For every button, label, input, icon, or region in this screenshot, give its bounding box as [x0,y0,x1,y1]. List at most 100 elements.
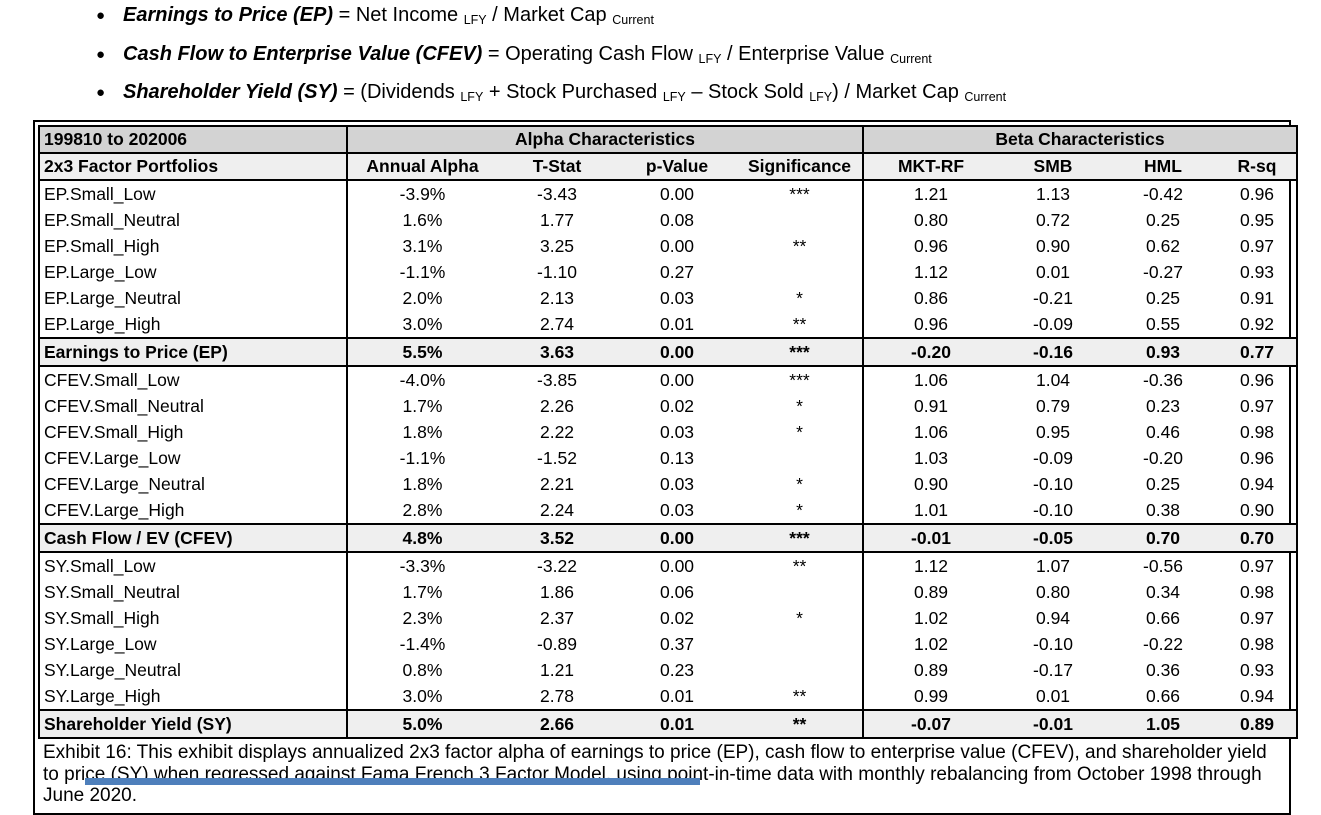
table-row: CFEV.Large_High 2.8% 2.24 0.03 * 1.01 -0.10 0.3… [39,497,1297,524]
column-header-cell: MKT-RF [863,153,998,181]
value-cell: 0.96 [1239,183,1275,204]
summary-value-cell: -0.01 [863,523,998,553]
bullet-dot: ● [96,45,106,63]
portfolio-name-cell: SY.Small_Low [39,552,348,579]
value-cell: 3.1% [402,235,443,256]
value-cell: -0.27 [1143,261,1183,282]
value-cell: 0.95 [1239,209,1275,230]
bullet-dot: ● [96,84,106,101]
table-row: EP.Small_High 3.1% 3.25 0.00 ** 0.96 0.90 0.62 0… [39,233,1297,259]
value-cell: 0.93 [1239,261,1275,282]
value-cell: -3.85 [537,369,577,390]
value-cell: 1.12 [913,261,949,282]
table-row: SY.Large_Low -1.4% -0.89 0.37 1.02 -0.10 -0.22… [39,631,1297,657]
portfolio-name-cell: SY.Large_High [39,683,348,710]
summary-row: Shareholder Yield (SY) 5.0% 2.66 0.01 ** -0.0… [39,709,1297,739]
value-cell: 0.96 [913,235,949,256]
value-cell: 0.94 [1239,685,1275,706]
value-cell: 2.78 [539,685,575,706]
value-cell: * [737,605,864,631]
value-cell: 2.74 [539,313,575,334]
value-cell: -0.21 [1033,287,1073,308]
column-header-cell: HML [1108,153,1218,181]
value-cell: -1.1% [399,447,446,468]
value-cell: 1.03 [913,447,949,468]
value-cell [737,631,864,657]
value-cell: 0.86 [913,287,949,308]
value-cell: -1.52 [537,447,577,468]
column-header-cell: R-sq [1218,153,1297,181]
formula-text: + Stock Purchased [483,81,663,103]
value-cell: 0.96 [1239,369,1275,390]
value-cell: 0.98 [1239,421,1275,442]
table-row: SY.Small_Low -3.3% -3.22 0.00 ** 1.12 1.07 -0.5… [39,552,1297,579]
formula-subscript: LFY [698,51,722,66]
value-cell: 1.21 [539,659,575,680]
portfolio-name-cell: EP.Small_High [39,233,348,259]
value-cell: 2.37 [539,607,575,628]
table-row: CFEV.Small_High 1.8% 2.22 0.03 * 1.06 0.95 0.46… [39,419,1297,445]
value-cell: 1.6% [402,209,443,230]
value-cell: 0.00 [659,183,695,204]
value-cell: 0.66 [1145,685,1181,706]
formula-text: = (Dividends [337,81,461,103]
formula-subscript: LFY [662,90,686,104]
formula-bullets: ● Earnings to Price (EP) = Net Income LFY… [96,3,1006,119]
table-row: SY.Large_High 3.0% 2.78 0.01 ** 0.99 0.01 0.66 0… [39,683,1297,710]
table-row: EP.Large_Neutral 2.0% 2.13 0.03 * 0.86 -0.21 0.… [39,285,1297,311]
portfolio-name-cell: SY.Small_Neutral [39,579,348,605]
table-row: EP.Large_Low -1.1% -1.10 0.27 1.12 0.01 -0.27 0… [39,259,1297,285]
value-cell: 0.95 [1035,421,1071,442]
value-cell: 0.62 [1145,235,1181,256]
value-cell: 0.03 [659,473,695,494]
value-cell: 0.00 [659,235,695,256]
summary-value-cell: 1.05 [1108,709,1218,739]
portfolio-name-cell: SY.Large_Low [39,631,348,657]
bullet-dot: ● [96,7,106,24]
value-cell: 0.00 [659,555,695,576]
portfolio-name-cell: EP.Small_Neutral [39,207,348,233]
portfolio-name-cell: CFEV.Small_High [39,419,348,445]
value-cell: -3.43 [537,183,577,204]
value-cell: 0.01 [659,313,695,334]
bullet-text: Cash Flow to Enterprise Value (CFEV) = O… [123,42,932,72]
value-cell: 0.25 [1145,209,1181,230]
value-cell: 0.89 [913,581,949,602]
value-cell: ** [737,552,864,579]
value-cell: 0.03 [659,421,695,442]
value-cell: -0.10 [1033,499,1073,520]
value-cell: 0.34 [1145,581,1181,602]
formula-text: = Operating Cash Flow [482,42,699,65]
portfolio-name-cell: EP.Small_Low [39,180,348,207]
table-row: SY.Small_Neutral 1.7% 1.86 0.06 0.89 0.80 0.34… [39,579,1297,605]
value-cell: * [737,497,864,524]
value-cell [737,259,864,285]
portfolio-name-cell: CFEV.Large_High [39,497,348,524]
bottom-partial-bar [85,778,700,785]
formula-term: Cash Flow to Enterprise Value (CFEV) [123,42,483,65]
formula-subscript: LFY [463,13,487,27]
value-cell: * [737,471,864,497]
value-cell: 0.01 [1035,685,1071,706]
value-cell: 1.77 [539,209,575,230]
summary-value-cell: 0.77 [1218,337,1297,367]
value-cell: 0.92 [1239,313,1275,334]
portfolio-name-cell: SY.Small_High [39,605,348,631]
portfolio-name-cell: EP.Large_Neutral [39,285,348,311]
value-cell: 0.66 [1145,607,1181,628]
table-row: CFEV.Small_Low -4.0% -3.85 0.00 *** 1.06 1.04 -… [39,366,1297,393]
bullet-item: ● Shareholder Yield (SY) = (Dividends LFY… [96,80,1006,110]
value-cell: 3.0% [402,313,443,334]
value-cell: 0.02 [659,607,695,628]
column-header-row: 2x3 Factor Portfolios Annual Alpha T-Stat p… [39,153,1297,181]
value-cell: 2.22 [539,421,575,442]
value-cell: 1.06 [913,369,949,390]
value-cell: -3.9% [399,183,446,204]
value-cell: * [737,419,864,445]
summary-value-cell: 0.00 [617,337,737,367]
table-row: EP.Small_Low -3.9% -3.43 0.00 *** 1.21 1.13 -0.… [39,180,1297,207]
value-cell [737,657,864,683]
formula-subscript: LFY [460,90,484,104]
value-cell: 0.97 [1239,555,1275,576]
value-cell: -0.36 [1143,369,1183,390]
